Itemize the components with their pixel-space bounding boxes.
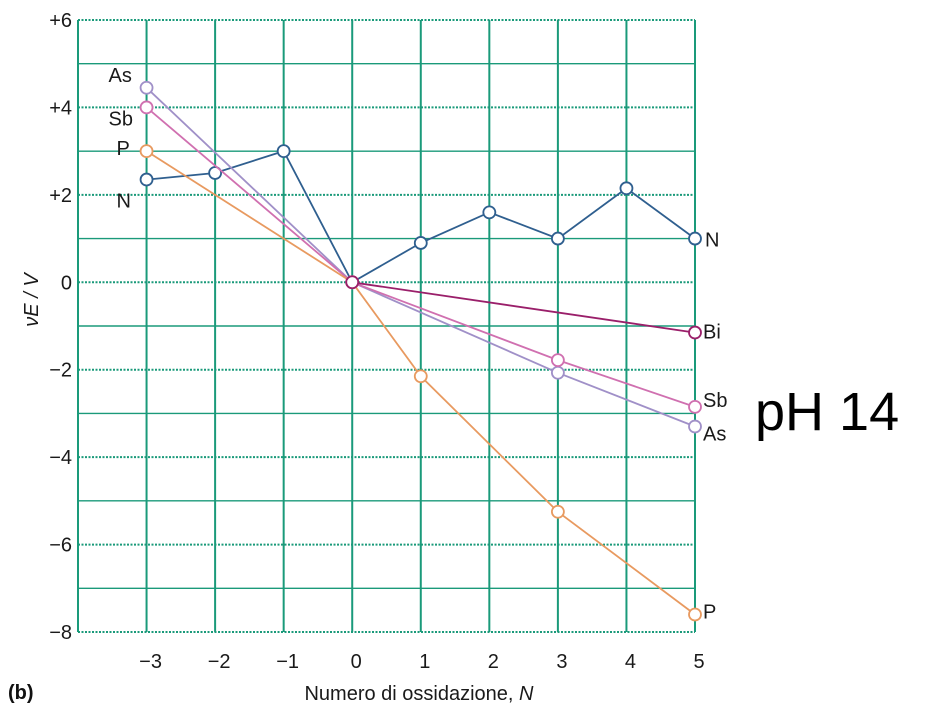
x-tick-label: 4: [625, 651, 636, 673]
panel-label: (b): [8, 682, 34, 704]
x-tick-label: 3: [556, 651, 567, 673]
data-point-Sb: [139, 100, 154, 115]
data-point-Sb: [550, 353, 565, 367]
series-label-Sb: Sb: [703, 390, 727, 412]
data-point-Bi: [688, 325, 702, 340]
series-label-N: N: [705, 230, 719, 252]
x-tick-label: −2: [208, 651, 231, 673]
y-tick-label: +2: [49, 185, 72, 207]
data-point-As: [139, 80, 154, 95]
plot-frame: [77, 19, 696, 633]
y-tick-label: +6: [49, 10, 72, 32]
data-point-Bi: [345, 275, 360, 290]
x-tick-label: −3: [139, 651, 162, 673]
data-point-N: [619, 181, 634, 196]
x-axis-title: Numero di ossidazione, N: [304, 683, 534, 705]
series-label-As: As: [109, 65, 132, 87]
y-tick-label: −8: [49, 622, 72, 644]
x-tick-label: −1: [276, 651, 299, 673]
data-point-P: [688, 607, 702, 622]
data-point-As: [550, 365, 565, 380]
data-point-N: [482, 205, 497, 220]
series-label-P: P: [703, 602, 716, 624]
data-point-N: [276, 144, 291, 159]
x-tick-label: 2: [488, 651, 499, 673]
data-point-Sb: [688, 399, 702, 414]
series-label-P: P: [117, 138, 130, 160]
series-label-Sb: Sb: [109, 108, 133, 130]
data-point-P: [139, 144, 154, 159]
series-line-Sb: [146, 106, 696, 408]
series-group: [139, 80, 702, 622]
y-tick-label: −2: [49, 360, 72, 382]
x-tick-label: 1: [419, 651, 430, 673]
data-point-P: [413, 369, 428, 384]
data-point-N: [688, 231, 702, 246]
series-line-As: [145, 87, 696, 428]
data-point-As: [688, 419, 702, 434]
series-line-Bi: [352, 281, 696, 334]
y-axis-title: νE / V: [21, 272, 43, 327]
tick-labels: −8 −6 −4 −2 0 +2 +4 +6 −3 −2 −1 0 1 2 3 4 5: [49, 10, 704, 673]
series-label-As: As: [703, 424, 726, 446]
series-labels: N N As As Sb Sb P P Bi: [109, 65, 728, 624]
series-label-Bi: Bi: [703, 322, 721, 344]
y-tick-label: 0: [61, 272, 72, 294]
y-tick-label: +4: [49, 97, 72, 119]
data-point-N: [208, 166, 223, 180]
series-label-N: N: [117, 191, 131, 213]
data-point-N: [413, 236, 428, 250]
y-tick-label: −4: [49, 447, 72, 469]
y-tick-label: −6: [49, 535, 72, 557]
data-point-N: [139, 172, 154, 187]
data-point-P: [550, 504, 565, 519]
x-tick-label: 0: [351, 651, 362, 673]
data-point-N: [550, 231, 565, 246]
ph-annotation: pH 14: [755, 382, 899, 442]
x-tick-label: 5: [693, 651, 704, 673]
